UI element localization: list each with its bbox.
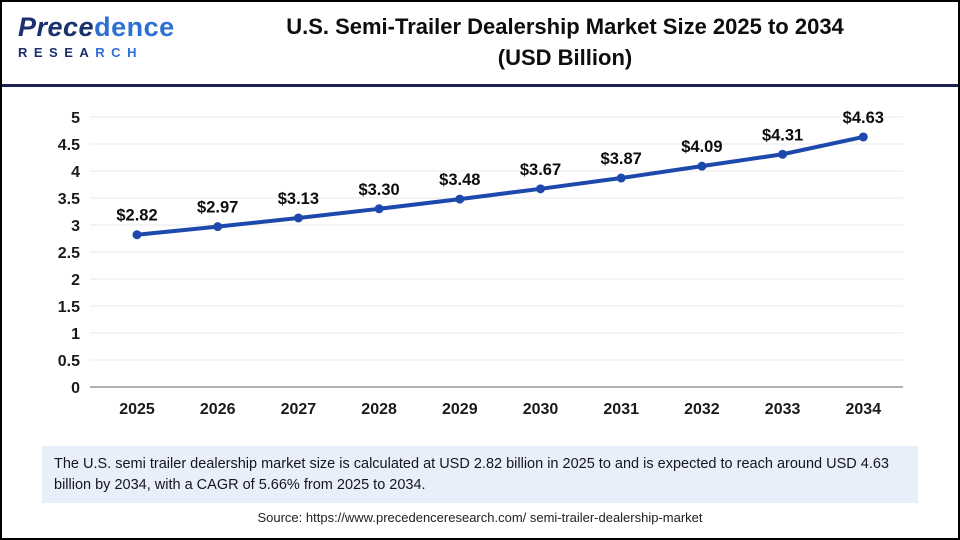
svg-text:$4.09: $4.09 <box>681 138 722 156</box>
svg-text:$4.31: $4.31 <box>762 126 803 144</box>
svg-text:$3.30: $3.30 <box>358 181 399 199</box>
svg-text:5: 5 <box>71 110 80 127</box>
leaf-p-icon: Prece <box>18 12 95 42</box>
logo-sub-text: RESEARCH <box>18 46 175 59</box>
svg-text:3: 3 <box>71 218 80 235</box>
svg-text:2027: 2027 <box>281 401 317 418</box>
logo-brand-text-tail: dence <box>94 12 175 42</box>
svg-text:$3.48: $3.48 <box>439 171 480 189</box>
source-text: Source: https://www.precedenceresearch.c… <box>257 510 703 525</box>
svg-text:2032: 2032 <box>684 401 720 418</box>
svg-text:4: 4 <box>71 164 80 181</box>
chart-subtitle: (USD Billion) <box>497 45 633 70</box>
svg-text:$3.13: $3.13 <box>278 190 319 208</box>
logo-sub-text-tail: RCH <box>95 45 143 60</box>
svg-text:0.5: 0.5 <box>58 353 80 370</box>
precedence-research-logo: Precedence RESEARCH <box>18 14 175 60</box>
chart-title: U.S. Semi-Trailer Dealership Market Size… <box>286 14 844 39</box>
svg-text:4.5: 4.5 <box>58 137 80 154</box>
svg-text:$3.67: $3.67 <box>520 161 561 179</box>
summary-note: The U.S. semi trailer dealership market … <box>42 446 918 504</box>
svg-text:2034: 2034 <box>846 401 882 418</box>
svg-text:3.5: 3.5 <box>58 191 80 208</box>
svg-text:$2.97: $2.97 <box>197 199 238 217</box>
svg-text:2.5: 2.5 <box>58 245 80 262</box>
svg-text:2028: 2028 <box>361 401 397 418</box>
header: Precedence RESEARCH U.S. Semi-Trailer De… <box>2 2 958 87</box>
svg-text:2025: 2025 <box>119 401 155 418</box>
svg-text:$4.63: $4.63 <box>843 109 884 127</box>
svg-text:1.5: 1.5 <box>58 299 80 316</box>
market-size-line-chart: 0 0.5 1 1.5 2 2.5 3 3.5 4 4.5 5 2025 2026 2027 2028 202… <box>58 109 903 418</box>
svg-text:2030: 2030 <box>523 401 559 418</box>
svg-text:2031: 2031 <box>603 401 639 418</box>
svg-text:0: 0 <box>71 380 80 397</box>
svg-text:2029: 2029 <box>442 401 478 418</box>
svg-text:2033: 2033 <box>765 401 801 418</box>
logo-brand-text: Precedence <box>18 14 175 41</box>
svg-text:1: 1 <box>71 326 80 343</box>
summary-note-text: The U.S. semi trailer dealership market … <box>54 456 889 493</box>
title-block: U.S. Semi-Trailer Dealership Market Size… <box>197 11 933 73</box>
svg-text:2026: 2026 <box>200 401 236 418</box>
svg-text:$2.82: $2.82 <box>116 207 157 225</box>
svg-text:$3.87: $3.87 <box>601 150 642 168</box>
source-line: Source: https://www.precedenceresearch.c… <box>2 510 958 525</box>
logo-sub-text-head: RESEA <box>18 45 96 60</box>
svg-text:2: 2 <box>71 272 80 289</box>
